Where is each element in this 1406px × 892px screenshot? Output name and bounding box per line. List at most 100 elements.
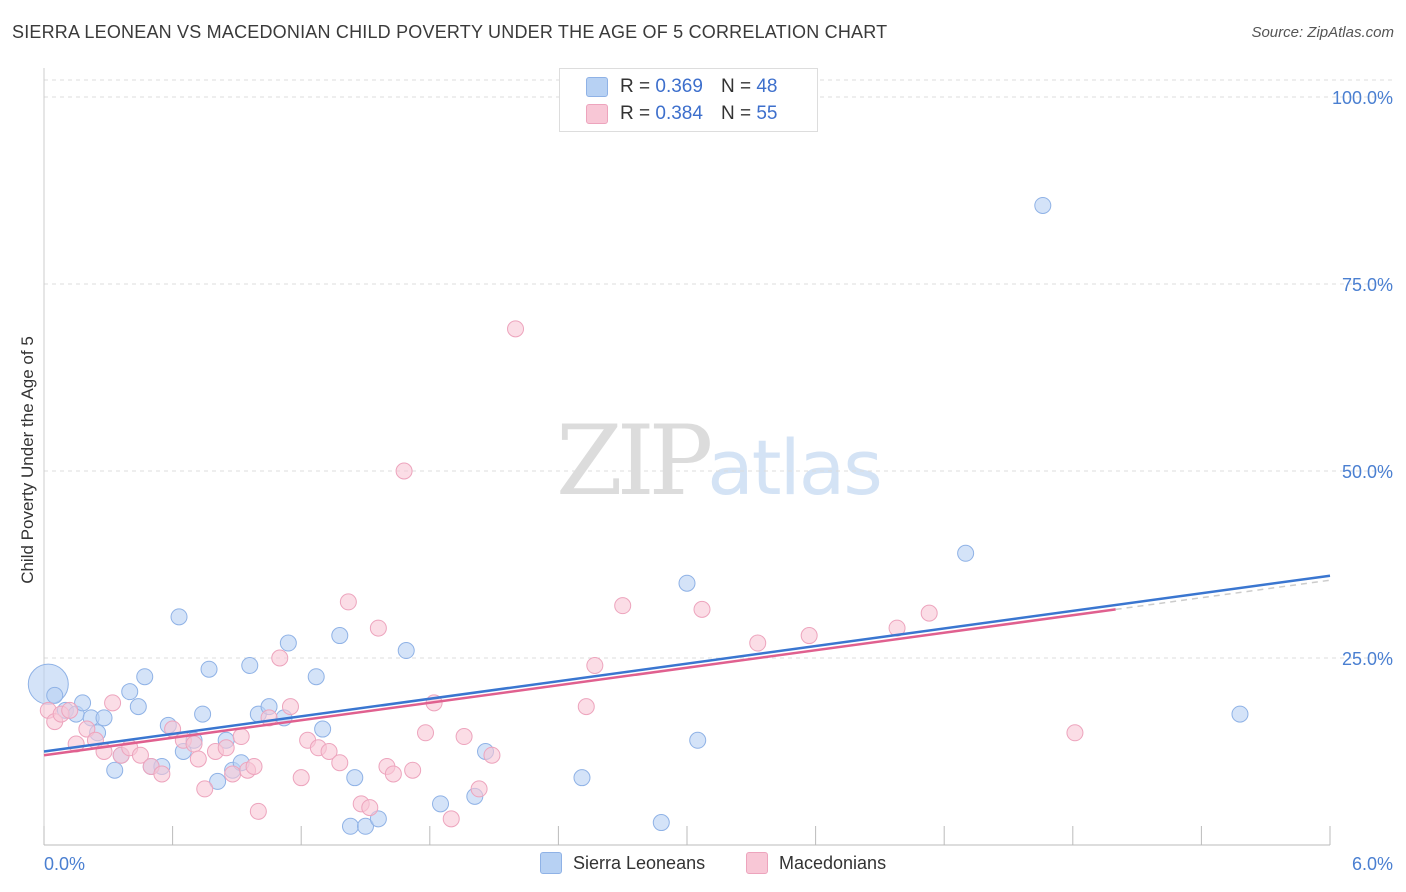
macedonian-point [331,754,349,772]
macedonian-point [417,724,435,742]
macedonian-point [217,739,235,757]
macedonian-point [369,619,387,637]
macedonian-point [693,600,711,618]
bottom-legend-sierra-leoneans: Sierra Leoneans [540,852,705,874]
sierra-leonean-point [1034,196,1052,214]
legend-n-label: N = [720,76,752,97]
legend-r-value: 0.369 [655,76,703,97]
macedonian-point [292,769,310,787]
macedonian-point [104,694,122,712]
macedonian-point [185,735,203,753]
macedonian-point [384,765,402,783]
zipatlas-watermark: ZIPatlas [556,405,883,517]
y-tick-label: 100.0% [1332,88,1393,108]
source-label: Source: ZipAtlas.com [1251,24,1394,41]
macedonian-point [749,634,767,652]
legend-n-label: N = [720,103,752,124]
sierra-leonean-point [432,795,450,813]
macedonian-point [920,604,938,622]
macedonian-point [507,320,525,338]
macedonian-point [153,765,171,783]
sierra-leonean-point [279,634,297,652]
macedonian-point [339,593,357,611]
macedonian-point [271,649,289,667]
macedonian-point [281,698,299,716]
bottom-legend-label: Macedonians [779,852,887,873]
macedonian-point [61,701,79,719]
sierra-leonean-point [652,814,670,832]
sierra-leonean-point [397,642,415,660]
sierra-leonean-point [74,694,92,712]
macedonian-point [800,627,818,645]
legend-r-label: R = [620,103,651,124]
macedonian-point [470,780,488,798]
macedonian-point [189,750,207,768]
macedonian-point [1066,724,1084,742]
legend-swatch-blue [586,77,608,97]
macedonian-trend-line [43,608,1116,757]
sierra-leonean-point [341,817,359,835]
macedonian-point [395,462,413,480]
sierra-leonean-point [106,761,124,779]
sierra-leonean-point [957,544,975,562]
macedonian-point [249,802,267,820]
macedonian-point [320,743,338,760]
legend-r-label: R = [620,76,651,97]
macedonian-point [196,780,214,798]
macedonian-point [224,765,242,783]
macedonian-point [614,597,632,615]
macedonian-point [232,728,250,746]
stats-legend: R = 0.369 N = 48 R = 0.384 N = 55 [559,68,818,132]
macedonian-point [361,799,379,817]
sierra-leonean-point [689,731,707,749]
sierra-leonean-point [1231,705,1249,723]
sierra-leonean-point [170,608,188,626]
watermark-zip: ZIP [556,405,713,517]
sierra-leonean-point [346,769,364,787]
legend-r-value: 0.384 [655,103,703,124]
y-tick-label: 50.0% [1342,462,1393,482]
sierra-leonean-point [200,660,218,678]
sierra-leonean-point [129,698,147,716]
x-tick-label: 6.0% [1352,854,1393,874]
bottom-legend-label: Sierra Leoneans [573,852,706,873]
sierra-leonean-point [307,668,325,686]
legend-swatch-pink [586,104,608,124]
sierra-leonean-point [209,772,227,790]
sierra-leonean-point [46,686,64,704]
y-tick-label: 75.0% [1342,275,1393,295]
sierra-leonean-point [357,817,374,835]
sierra-leonean-point [331,627,349,645]
macedonian-trend-extension [1115,579,1331,611]
macedonian-point [442,810,460,828]
macedonian-point [455,728,473,746]
bottom-legend-macedonians: Macedonians [746,852,886,874]
x-tick-label: 0.0% [44,854,85,874]
sierra-leonean-point [369,810,387,828]
sierra-leonean-point [573,769,591,787]
legend-row-macedonians: R = 0.384 N = 55 [586,102,777,126]
bottom-legend-swatch-blue [540,852,562,874]
legend-n-value: 55 [756,103,778,124]
chart-title: SIERRA LEONEAN VS MACEDONIAN CHILD POVER… [12,22,888,42]
sierra-leonean-point [241,656,259,674]
watermark-atlas: atlas [707,423,883,512]
sierra-leonean-point [194,705,212,723]
macedonian-point [131,746,149,764]
macedonian-point [483,746,501,764]
macedonian-point [404,761,422,779]
macedonian-point [78,720,96,738]
y-tick-label: 25.0% [1342,649,1393,669]
macedonian-point [245,757,263,775]
legend-row-sierra-leoneans: R = 0.369 N = 48 [586,75,777,99]
sierra-leonean-point [121,683,139,701]
legend-n-value: 48 [756,76,778,97]
sierra-leonean-point [314,720,332,738]
macedonian-point [586,656,604,674]
macedonian-point [577,698,595,716]
sierra-leonean-point [95,709,113,727]
sierra-leonean-point [136,668,154,686]
bottom-legend-swatch-pink [746,852,768,874]
sierra-leonean-trend-line [43,574,1331,753]
